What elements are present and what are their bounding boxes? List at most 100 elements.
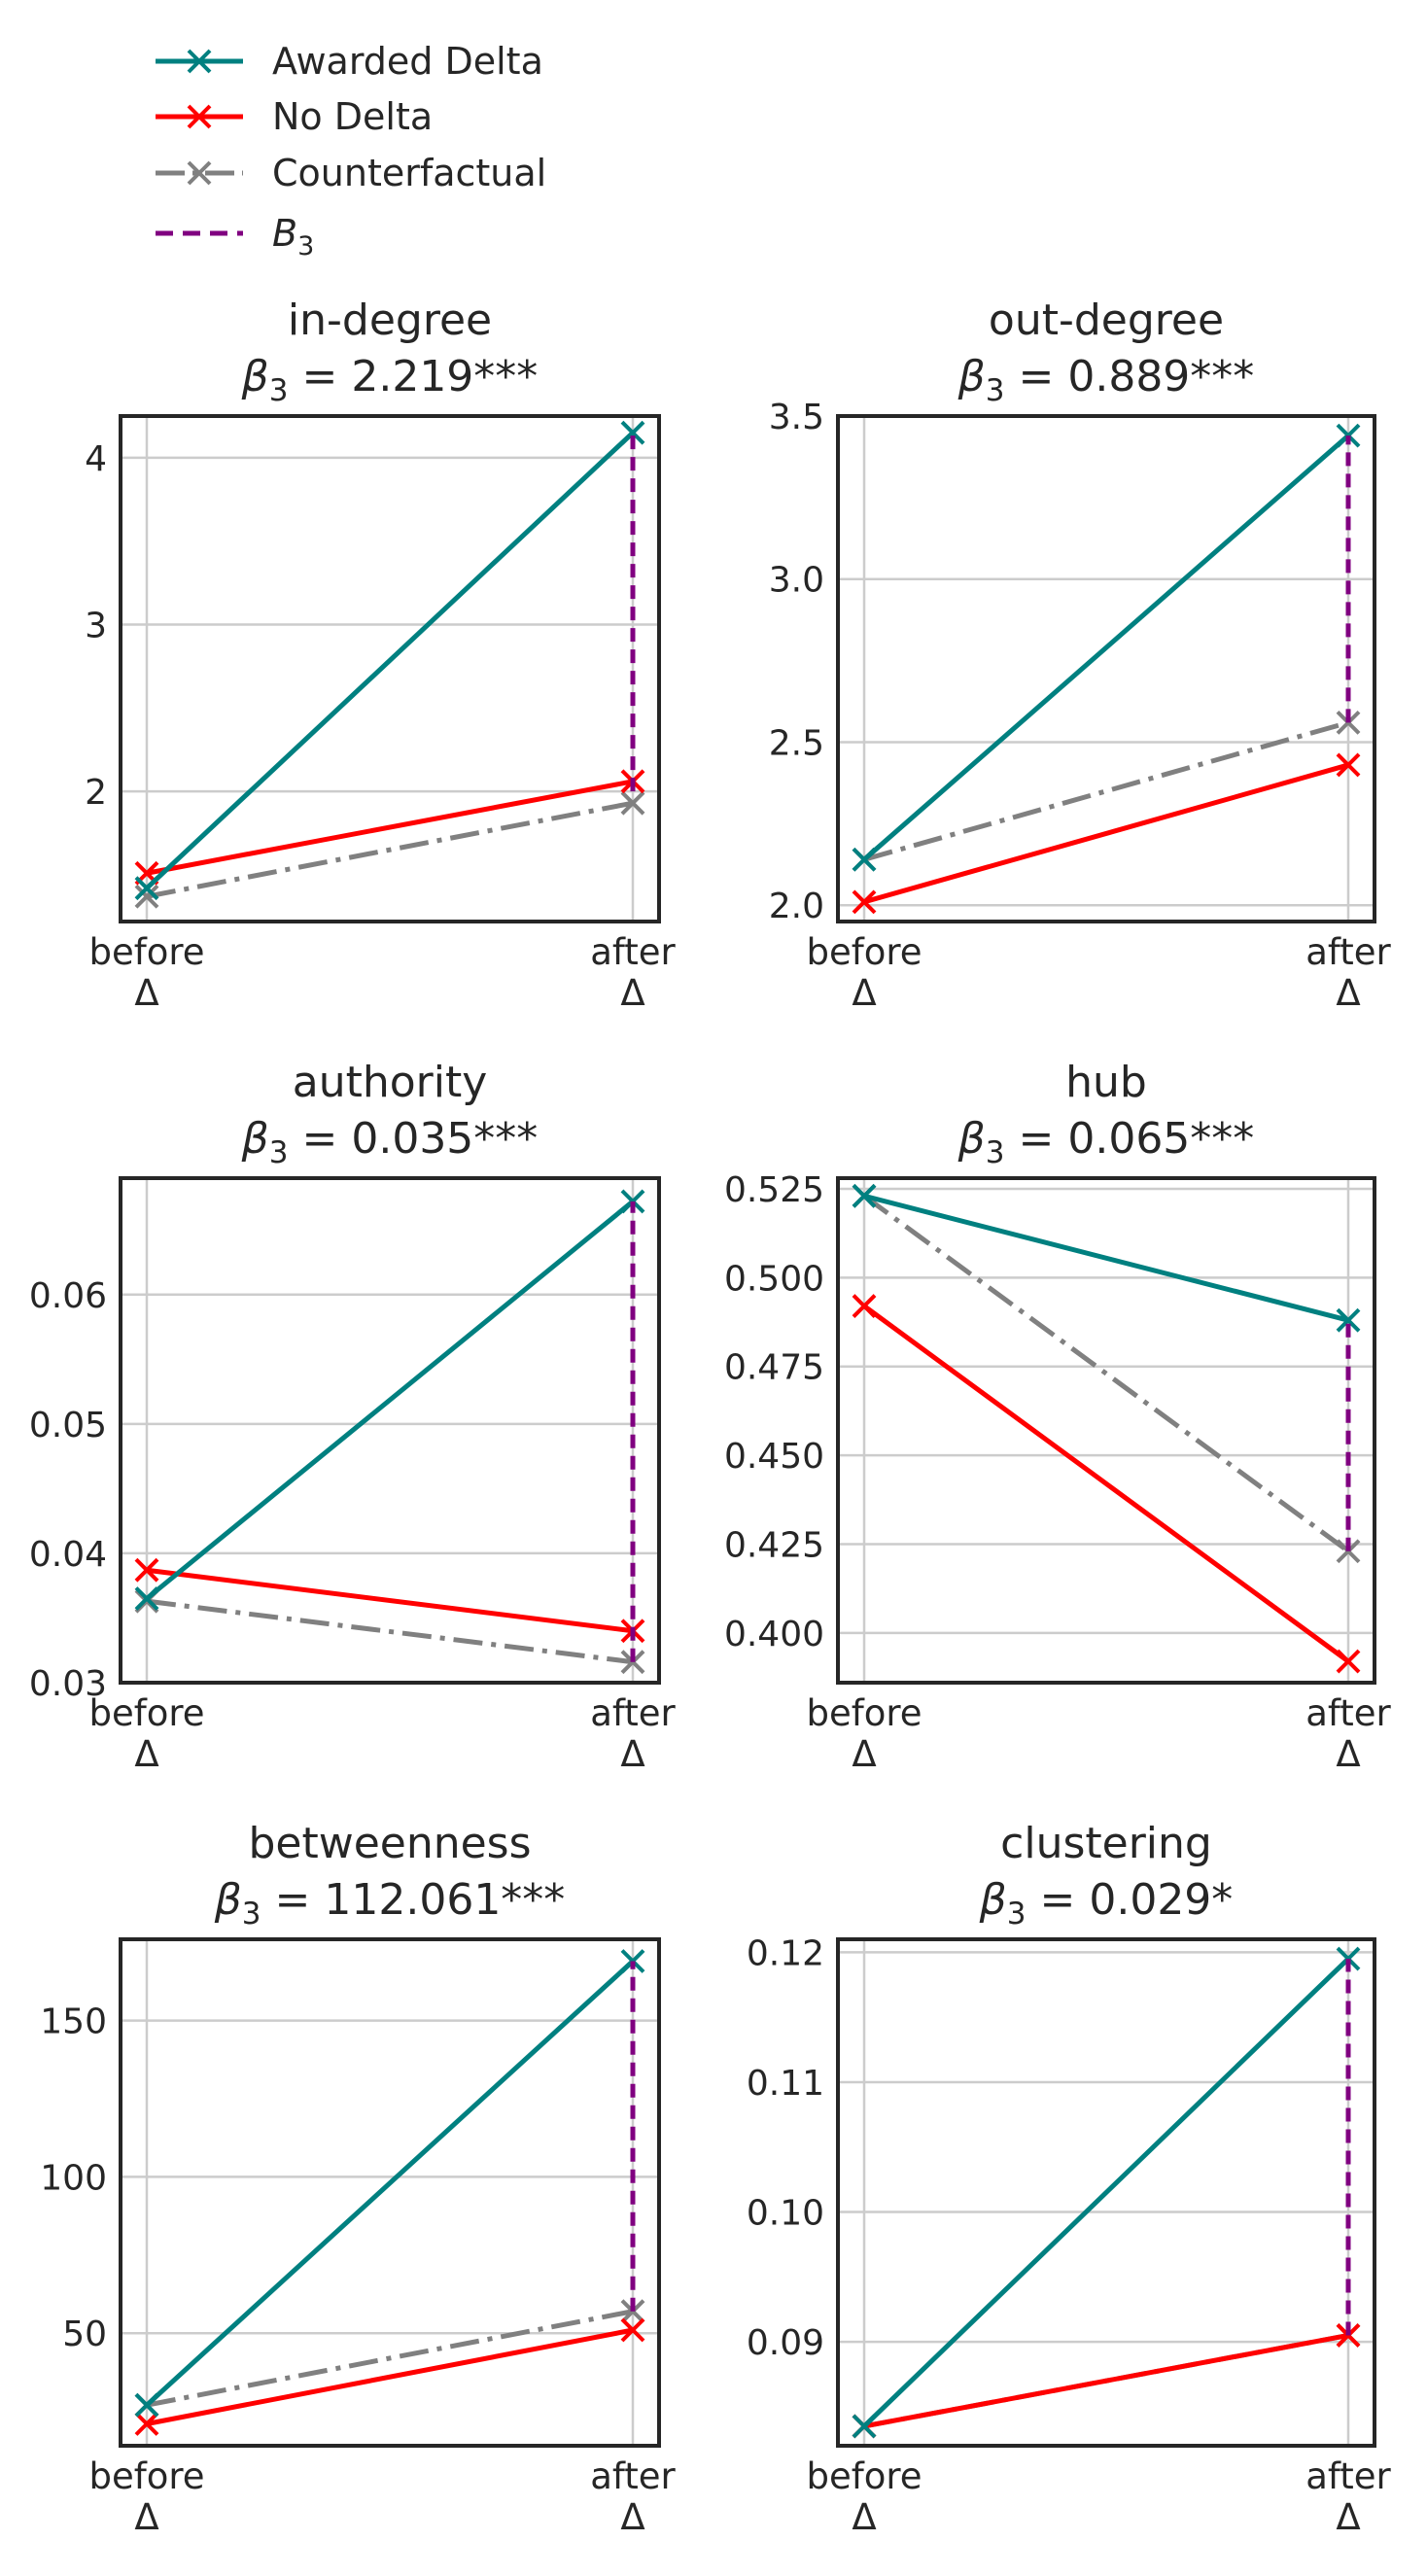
series-line: [145, 431, 635, 890]
legend: Awarded Delta No Delta Counterfactual B3: [156, 40, 546, 261]
y-tick-label: 3.0: [769, 561, 824, 601]
legend-marker-counterfactual: [187, 160, 212, 186]
x-tick-label: before Δ: [88, 931, 204, 1014]
y-tick-label: 0.525: [724, 1170, 824, 1210]
data-point-marker: [1336, 423, 1361, 448]
series-line: [146, 2309, 634, 2408]
series-line: [862, 1957, 1350, 2428]
panel-subtitle: β3 = 0.065***: [957, 1114, 1255, 1170]
series-line: [146, 800, 634, 899]
series-no-delta: [134, 1557, 645, 1644]
series-awarded-delta: [852, 1946, 1361, 2439]
axes-frame: [836, 414, 1376, 923]
panel-subtitle: β3 = 2.219***: [241, 352, 539, 408]
panel-out-degree: out-degree β3 = 0.889*** 2.0 2.5 3.0 3.5 befor…: [769, 296, 1392, 1014]
y-tick-label: 150: [40, 2002, 107, 2042]
series-line: [863, 762, 1349, 905]
panel-clustering: clustering β3 = 0.029* 0.09 0.10 0.11 0.12 bef…: [747, 1819, 1392, 2538]
axes-frame: [119, 1176, 661, 1685]
panel-subtitle: β3 = 112.061***: [214, 1875, 566, 1932]
data-point-marker: [1336, 1307, 1361, 1333]
panel-subtitle: β3 = 0.889***: [957, 352, 1255, 408]
series-awarded-delta: [852, 1183, 1361, 1333]
data-point-marker: [1336, 1649, 1361, 1674]
y-tick-label: 0.10: [747, 2194, 824, 2234]
y-tick-label: 2: [85, 773, 107, 813]
series-counterfactual: [134, 790, 645, 909]
series-line: [863, 2332, 1349, 2429]
data-point-marker: [620, 1189, 645, 1214]
series-line: [862, 1304, 1350, 1664]
data-point-marker: [134, 876, 159, 901]
series-awarded-delta: [134, 420, 645, 901]
panel-title: in-degree: [288, 296, 492, 345]
series-counterfactual: [852, 1183, 1361, 1564]
panel-subtitle: β3 = 0.035***: [241, 1114, 539, 1170]
series-awarded-delta: [134, 1949, 645, 2418]
series-line: [863, 719, 1349, 862]
data-point-marker: [852, 2414, 877, 2439]
axes-frame: [836, 1937, 1376, 2448]
y-tick-label: 0.450: [724, 1437, 824, 1477]
legend-label-counterfactual: Counterfactual: [272, 152, 546, 194]
legend-item-no-delta: No Delta: [156, 95, 433, 138]
panel-title: hub: [1065, 1058, 1147, 1107]
series-no-delta: [852, 752, 1361, 915]
panel-hub: hub β3 = 0.065*** 0.400 0.425 0.450 0.475 0.50…: [724, 1058, 1392, 1775]
y-tick-label: 100: [40, 2158, 107, 2198]
axes-frame: [119, 414, 661, 923]
data-point-marker: [852, 847, 877, 872]
data-point-marker: [852, 1294, 877, 1318]
series-line: [146, 779, 634, 876]
series-line: [146, 1598, 634, 1665]
data-point-marker: [1336, 1539, 1361, 1564]
series-line: [145, 1959, 635, 2408]
series-no-delta: [852, 1294, 1361, 1674]
series-line: [862, 1194, 1350, 1553]
legend-item-counterfactual: Counterfactual: [156, 152, 546, 194]
y-tick-label: 0.400: [724, 1615, 824, 1654]
series-line: [145, 1200, 635, 1601]
data-point-marker: [134, 1586, 159, 1611]
series-line: [146, 2327, 634, 2426]
y-tick-label: 0.475: [724, 1348, 824, 1388]
data-point-marker: [1336, 2323, 1361, 2348]
series-counterfactual: [134, 2299, 645, 2418]
x-tick-label: before Δ: [806, 931, 922, 1014]
panel-title: betweenness: [248, 1819, 531, 1868]
x-tick-label: after Δ: [590, 1692, 676, 1775]
series-awarded-delta: [852, 423, 1361, 872]
series-no-delta: [134, 2317, 645, 2436]
panel-title: clustering: [1000, 1819, 1212, 1868]
y-tick-label: 3: [85, 607, 107, 646]
x-tick-label: before Δ: [88, 2455, 204, 2538]
data-point-marker: [134, 2412, 159, 2436]
x-tick-label: before Δ: [806, 1692, 922, 1775]
panel-betweenness: betweenness β3 = 112.061*** 50 100 150 before…: [40, 1819, 676, 2538]
axes-frame: [836, 1176, 1376, 1685]
y-tick-label: 0.425: [724, 1525, 824, 1565]
x-tick-label: after Δ: [590, 2455, 676, 2538]
y-tick-label: 0.05: [29, 1406, 107, 1445]
series-counterfactual: [852, 710, 1361, 872]
x-tick-label: after Δ: [1305, 1692, 1391, 1775]
y-tick-label: 3.5: [769, 398, 824, 437]
legend-label-b3: B3: [272, 212, 314, 261]
legend-marker-awarded-delta: [187, 49, 212, 74]
panel-subtitle: β3 = 0.029*: [979, 1875, 1234, 1932]
data-point-marker: [620, 2317, 645, 2343]
legend-label-no-delta: No Delta: [272, 95, 433, 138]
data-point-marker: [852, 1183, 877, 1208]
data-point-marker: [134, 884, 159, 909]
y-tick-label: 2.5: [769, 723, 824, 763]
y-tick-label: 0.09: [747, 2323, 824, 2363]
y-tick-label: 0.12: [747, 1933, 824, 1973]
panel-authority: authority β3 = 0.035*** 0.03 0.04 0.05 0.06 be…: [29, 1058, 677, 1775]
panel-title: out-degree: [989, 296, 1224, 345]
series-line: [862, 434, 1350, 862]
y-tick-label: 0.03: [29, 1664, 107, 1704]
x-tick-label: after Δ: [590, 931, 676, 1014]
data-point-marker: [620, 790, 645, 816]
